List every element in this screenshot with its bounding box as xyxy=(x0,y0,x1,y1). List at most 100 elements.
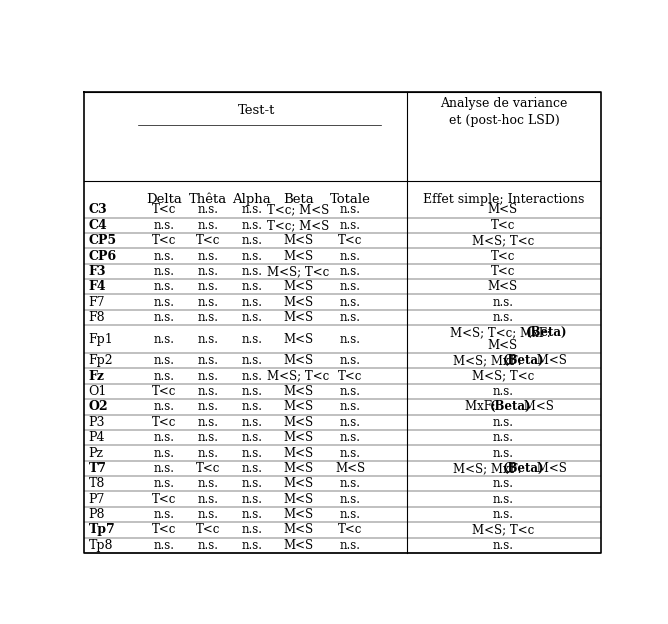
Text: M<S; T<c: M<S; T<c xyxy=(472,369,534,383)
Text: n.s.: n.s. xyxy=(339,477,361,490)
Text: T<c: T<c xyxy=(491,250,515,263)
Text: Effet simple; Interactions: Effet simple; Interactions xyxy=(424,193,584,205)
Text: n.s.: n.s. xyxy=(339,333,361,346)
Text: M<S: M<S xyxy=(283,416,313,429)
Text: P8: P8 xyxy=(89,508,105,521)
Text: Test-t: Test-t xyxy=(238,104,276,117)
Text: F7: F7 xyxy=(89,296,105,309)
Text: n.s.: n.s. xyxy=(241,462,263,475)
Text: F8: F8 xyxy=(89,311,106,324)
Text: n.s.: n.s. xyxy=(241,265,263,278)
Text: T<c: T<c xyxy=(152,416,176,429)
Text: n.s.: n.s. xyxy=(241,524,263,537)
Text: Analyse de variance
et (post-hoc LSD): Analyse de variance et (post-hoc LSD) xyxy=(440,97,568,127)
Text: M<S; T<c; MxF:: M<S; T<c; MxF: xyxy=(450,326,554,339)
Text: T<c: T<c xyxy=(152,234,176,247)
Text: n.s.: n.s. xyxy=(339,203,361,217)
Text: n.s.: n.s. xyxy=(197,354,218,368)
Text: M<S: M<S xyxy=(533,354,567,368)
Text: T8: T8 xyxy=(89,477,105,490)
Text: F4: F4 xyxy=(89,280,106,293)
Text: n.s.: n.s. xyxy=(153,431,174,444)
Text: M<S: M<S xyxy=(283,385,313,398)
Text: T<c: T<c xyxy=(491,265,515,278)
Text: C3: C3 xyxy=(89,203,108,217)
Text: n.s.: n.s. xyxy=(153,369,174,383)
Text: CP6: CP6 xyxy=(89,250,117,263)
Text: n.s.: n.s. xyxy=(153,250,174,263)
Text: n.s.: n.s. xyxy=(153,265,174,278)
Text: T<c: T<c xyxy=(196,462,220,475)
Text: n.s.: n.s. xyxy=(197,539,218,552)
Text: Totale: Totale xyxy=(330,193,371,205)
Text: C4: C4 xyxy=(89,219,108,232)
Text: n.s.: n.s. xyxy=(153,462,174,475)
Text: n.s.: n.s. xyxy=(197,369,218,383)
Text: n.s.: n.s. xyxy=(153,219,174,232)
Text: n.s.: n.s. xyxy=(197,311,218,324)
Text: P3: P3 xyxy=(89,416,105,429)
Text: n.s.: n.s. xyxy=(241,354,263,368)
Text: M<S; T<c: M<S; T<c xyxy=(472,234,534,247)
Text: T<c; M<S: T<c; M<S xyxy=(267,219,329,232)
Text: n.s.: n.s. xyxy=(197,250,218,263)
Text: P4: P4 xyxy=(89,431,105,444)
Text: n.s.: n.s. xyxy=(241,296,263,309)
Text: Alpha: Alpha xyxy=(232,193,271,205)
Text: n.s.: n.s. xyxy=(153,354,174,368)
Text: T<c: T<c xyxy=(152,385,176,398)
Text: n.s.: n.s. xyxy=(339,311,361,324)
Text: n.s.: n.s. xyxy=(153,333,174,346)
Text: M<S: M<S xyxy=(283,311,313,324)
Text: M<S; T<c: M<S; T<c xyxy=(267,265,329,278)
Text: Tp8: Tp8 xyxy=(89,539,113,552)
Text: n.s.: n.s. xyxy=(241,447,263,459)
Text: M<S: M<S xyxy=(488,280,518,293)
Text: n.s.: n.s. xyxy=(241,492,263,505)
Text: T7: T7 xyxy=(89,462,107,475)
Text: n.s.: n.s. xyxy=(241,219,263,232)
Text: n.s.: n.s. xyxy=(153,508,174,521)
Text: n.s.: n.s. xyxy=(339,385,361,398)
Text: M<S: M<S xyxy=(283,333,313,346)
Text: M<S: M<S xyxy=(488,203,518,217)
Text: n.s.: n.s. xyxy=(241,369,263,383)
Text: Tp7: Tp7 xyxy=(89,524,116,537)
Text: n.s.: n.s. xyxy=(241,431,263,444)
Text: MxF:: MxF: xyxy=(465,401,500,413)
Text: n.s.: n.s. xyxy=(492,296,513,309)
Text: (Beta): (Beta) xyxy=(490,401,532,413)
Text: n.s.: n.s. xyxy=(241,311,263,324)
Text: n.s.: n.s. xyxy=(197,385,218,398)
Text: n.s.: n.s. xyxy=(241,539,263,552)
Text: n.s.: n.s. xyxy=(153,477,174,490)
Text: n.s.: n.s. xyxy=(339,250,361,263)
Text: n.s.: n.s. xyxy=(339,296,361,309)
Text: M<S: M<S xyxy=(283,492,313,505)
Text: n.s.: n.s. xyxy=(339,447,361,459)
Text: n.s.: n.s. xyxy=(197,280,218,293)
Text: n.s.: n.s. xyxy=(241,250,263,263)
Text: M<S: M<S xyxy=(283,431,313,444)
Text: (Beta): (Beta) xyxy=(526,326,567,339)
Text: M<S: M<S xyxy=(283,508,313,521)
Text: n.s.: n.s. xyxy=(197,447,218,459)
Text: M<S: M<S xyxy=(283,250,313,263)
Text: n.s.: n.s. xyxy=(339,280,361,293)
Text: n.s.: n.s. xyxy=(492,508,513,521)
Text: n.s.: n.s. xyxy=(153,447,174,459)
Text: Fp2: Fp2 xyxy=(89,354,114,368)
Text: T<c: T<c xyxy=(196,524,220,537)
Text: n.s.: n.s. xyxy=(339,219,361,232)
Text: n.s.: n.s. xyxy=(339,401,361,413)
Text: M<S; T<c: M<S; T<c xyxy=(472,524,534,537)
Text: n.s.: n.s. xyxy=(153,280,174,293)
Text: n.s.: n.s. xyxy=(197,203,218,217)
Text: n.s.: n.s. xyxy=(492,311,513,324)
Text: n.s.: n.s. xyxy=(197,219,218,232)
Text: M<S: M<S xyxy=(488,339,518,352)
Text: T<c: T<c xyxy=(152,524,176,537)
Text: Fz: Fz xyxy=(89,369,105,383)
Text: n.s.: n.s. xyxy=(339,492,361,505)
Text: O1: O1 xyxy=(89,385,107,398)
